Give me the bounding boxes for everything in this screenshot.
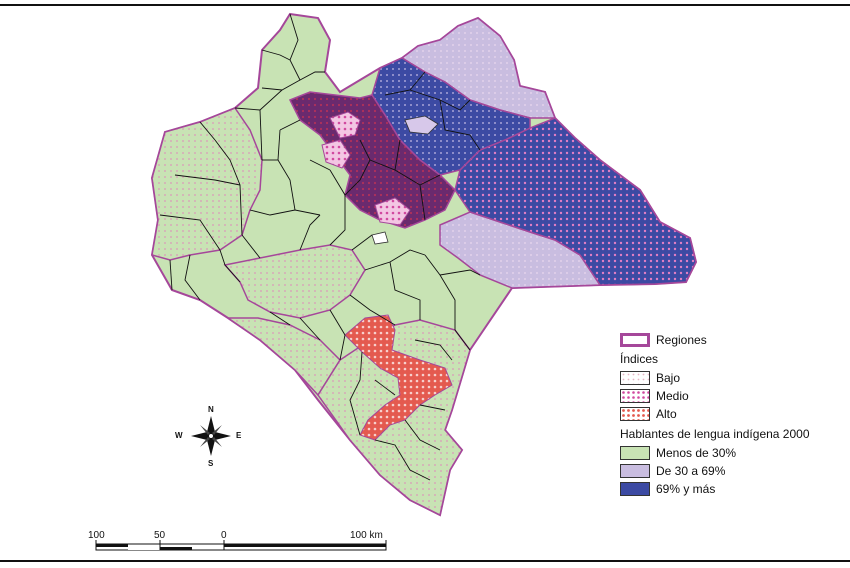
scale-label-0: 0 <box>221 530 227 541</box>
legend-item-menos-30: Menos de 30% <box>620 446 736 460</box>
compass-south-label: S <box>208 459 214 468</box>
legend-item-69-mas: 69% y más <box>620 482 715 496</box>
legend-item-medio: Medio <box>620 389 689 403</box>
legend-indices-title: Índices <box>620 352 659 366</box>
alto-swatch <box>620 407 650 421</box>
pocket-medio-1 <box>329 111 361 139</box>
legend-item-30-69: De 30 a 69% <box>620 464 725 478</box>
compass-rose <box>191 416 231 456</box>
municipality-boundaries <box>159 13 481 481</box>
legend-69-mas-label: 69% y más <box>656 482 716 496</box>
top-frame-line <box>0 4 850 6</box>
pocket-purple-1 <box>404 115 439 135</box>
legend-item-bajo: Bajo <box>620 371 680 385</box>
scale-label-100: 100 <box>88 530 105 541</box>
pocket-medio-2 <box>321 139 351 169</box>
legend-item-alto: Alto <box>620 407 677 421</box>
blue-swatch <box>620 482 650 496</box>
legend-regions-label: Regiones <box>656 333 707 347</box>
legend-bajo-label: Bajo <box>656 371 681 385</box>
purple-swatch <box>620 464 650 478</box>
region-west <box>151 107 263 261</box>
bottom-frame-line <box>0 560 850 562</box>
scale-label-50: 50 <box>154 530 166 541</box>
pocket-white-1 <box>371 231 389 245</box>
compass-north-label: N <box>208 405 214 414</box>
bajo-swatch <box>620 371 650 385</box>
green-swatch <box>620 446 650 460</box>
compass-east-label: E <box>236 431 242 440</box>
compass-west-label: W <box>175 431 183 440</box>
scale-label-100km: 100 km <box>350 530 383 541</box>
medio-swatch <box>620 389 650 403</box>
legend-medio-label: Medio <box>656 389 689 403</box>
legend-30-69-label: De 30 a 69% <box>656 464 726 478</box>
regions-swatch <box>620 333 650 347</box>
legend-regions-row: Regiones <box>620 333 707 347</box>
legend-menos-30-label: Menos de 30% <box>656 446 737 460</box>
scale-bar-graphic <box>95 540 387 551</box>
legend-alto-label: Alto <box>656 407 677 421</box>
legend-speakers-title: Hablantes de lengua indígena 2000 <box>620 427 810 441</box>
pocket-medio-3 <box>374 197 411 226</box>
